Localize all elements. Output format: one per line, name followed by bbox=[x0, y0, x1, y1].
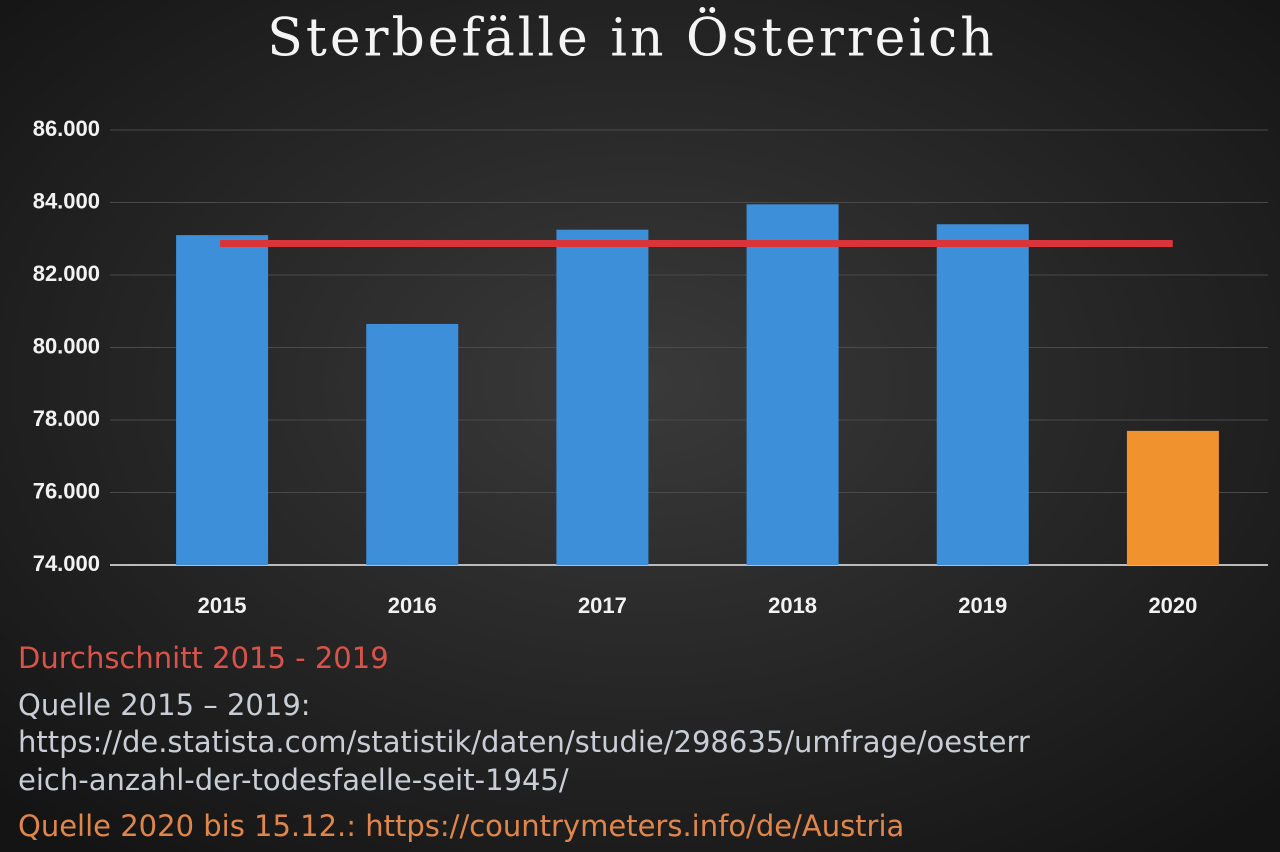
source-text: https://de.statista.com/statistik/daten/… bbox=[18, 725, 1030, 759]
y-tick-label: 84.000 bbox=[33, 188, 100, 213]
source-text: Quelle 2015 – 2019: bbox=[18, 688, 311, 722]
average-legend: Durchschnitt 2015 - 2019 bbox=[18, 641, 389, 675]
chart-title: Sterbefälle in Österreich bbox=[267, 8, 996, 69]
bar bbox=[936, 224, 1029, 565]
y-tick-label: 80.000 bbox=[33, 333, 100, 358]
x-tick-label: 2017 bbox=[578, 593, 627, 618]
x-tick-label: 2018 bbox=[768, 593, 817, 618]
bar bbox=[746, 204, 839, 565]
x-tick-label: 2016 bbox=[388, 593, 437, 618]
y-tick-label: 78.000 bbox=[33, 406, 100, 431]
bar bbox=[366, 323, 459, 565]
y-tick-label: 86.000 bbox=[33, 116, 100, 141]
source-text: eich-anzahl-der-todesfaelle-seit-1945/ bbox=[18, 763, 569, 797]
bar bbox=[1126, 430, 1219, 565]
x-tick-label: 2020 bbox=[1148, 593, 1197, 618]
bar bbox=[556, 229, 649, 565]
y-tick-label: 76.000 bbox=[33, 478, 100, 503]
bar bbox=[176, 235, 269, 565]
x-tick-label: 2015 bbox=[198, 593, 247, 618]
x-tick-label: 2019 bbox=[958, 593, 1007, 618]
source-text: Quelle 2020 bis 15.12.: https://countrym… bbox=[18, 809, 904, 843]
y-tick-label: 74.000 bbox=[33, 551, 100, 576]
y-tick-label: 82.000 bbox=[33, 261, 100, 286]
